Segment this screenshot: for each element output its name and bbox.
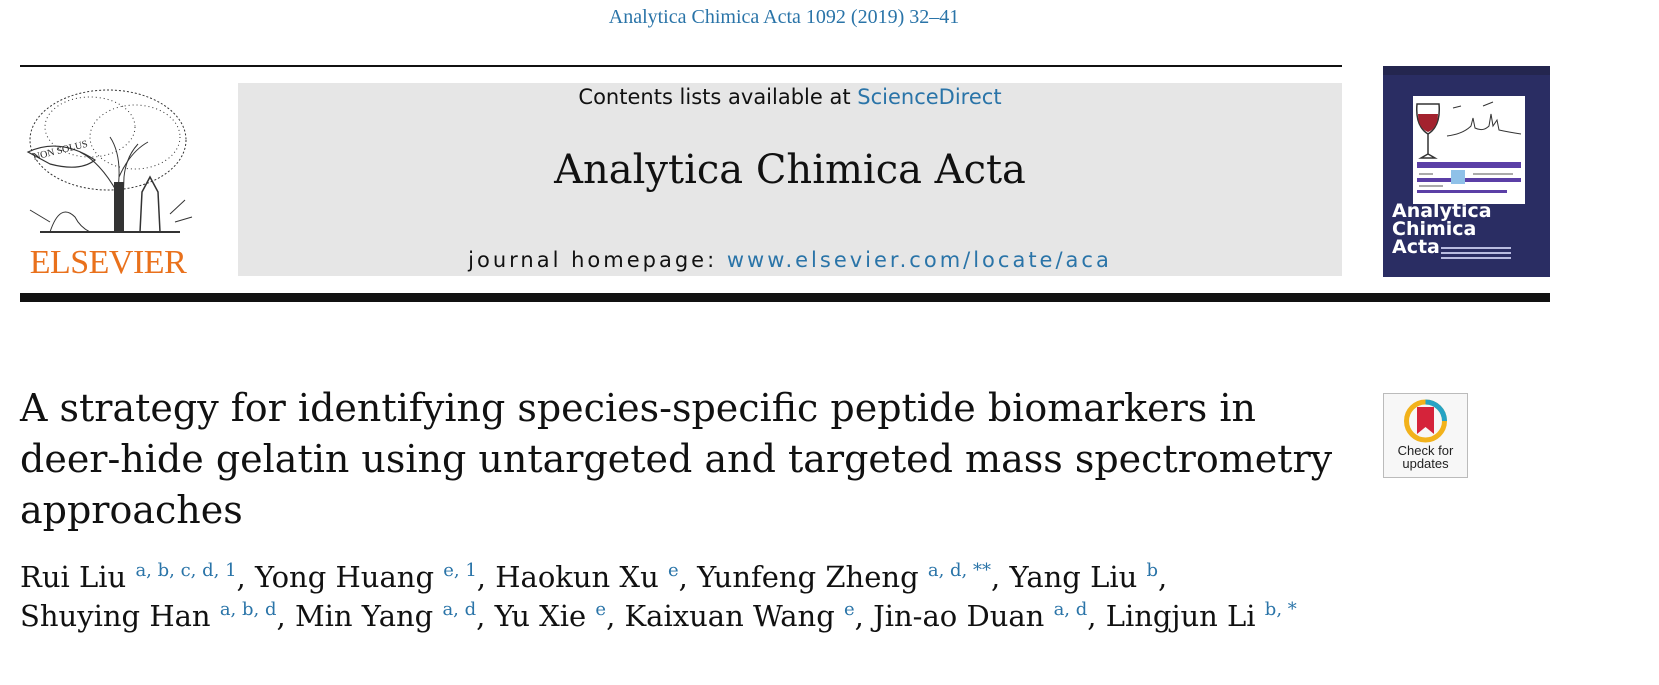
author-list: Rui Liu a, b, c, d, 1, Yong Huang e, 1, … (20, 558, 1370, 636)
author-name[interactable]: Yunfeng Zheng (697, 560, 919, 594)
cfu-line: updates (1402, 456, 1449, 471)
contents-prefix: Contents lists available at (578, 85, 858, 109)
citation-header[interactable]: Analytica Chimica Acta 1092 (2019) 32–41 (608, 6, 960, 28)
affiliation-ref[interactable]: b, * (1264, 599, 1297, 620)
cover-title: Analytica Chimica Acta (1392, 200, 1512, 258)
separator: , (276, 599, 295, 633)
author-name[interactable]: Rui Liu (20, 560, 127, 594)
author-name[interactable]: Yong Huang (254, 560, 435, 594)
author-line-2: Shuying Han a, b, d, Min Yang a, d, Yu X… (20, 597, 1370, 636)
author-name[interactable]: Lingjun Li (1105, 599, 1256, 633)
contents-line: Contents lists available at ScienceDirec… (238, 85, 1342, 109)
affiliation-ref[interactable]: a, d, ** (927, 560, 991, 581)
cover-title-line: Chimica (1392, 218, 1477, 240)
cover-small-print (1441, 244, 1511, 266)
journal-banner: Contents lists available at ScienceDirec… (238, 83, 1342, 276)
check-for-updates-label: Check for updates (1384, 444, 1467, 470)
cover-figure-icon (1415, 101, 1522, 193)
cover-title-line: Acta (1392, 236, 1440, 258)
cfu-line: Check for (1397, 443, 1454, 458)
author-name[interactable]: Jin-ao Duan (873, 599, 1045, 633)
author-name[interactable]: Min Yang (294, 599, 434, 633)
cover-title-line: Analytica (1392, 200, 1492, 222)
journal-title[interactable]: Analytica Chimica Acta (554, 147, 1026, 193)
affiliation-ref[interactable]: a, d (1053, 599, 1088, 620)
separator: , (476, 599, 495, 633)
journal-homepage-link[interactable]: www.elsevier.com/locate/aca (726, 248, 1112, 272)
journal-cover[interactable]: Analytica Chimica Acta (1383, 66, 1550, 277)
affiliation-ref[interactable]: a, d (442, 599, 477, 620)
author-name[interactable]: Yang Liu (1009, 560, 1138, 594)
sciencedirect-link[interactable]: ScienceDirect (857, 85, 1002, 109)
affiliation-ref[interactable]: a, b, c, d, 1 (135, 560, 237, 581)
affiliation-ref[interactable]: e (667, 560, 679, 581)
homepage-prefix: journal homepage: (468, 248, 727, 272)
author-line-1: Rui Liu a, b, c, d, 1, Yong Huang e, 1, … (20, 558, 1370, 597)
author-name[interactable]: Haokun Xu (495, 560, 659, 594)
cover-graphic (1413, 96, 1525, 204)
header-rule (20, 65, 1342, 67)
separator: , (476, 560, 496, 594)
separator: , (854, 599, 874, 633)
separator: , (678, 560, 698, 594)
logo-motto: NON SOLUS (32, 139, 89, 163)
affiliation-ref[interactable]: e (844, 599, 855, 620)
homepage-line: journal homepage: www.elsevier.com/locat… (238, 248, 1342, 272)
author-name[interactable]: Kaixuan Wang (624, 599, 835, 633)
author-name[interactable]: Shuying Han (20, 599, 211, 633)
publisher-logo[interactable]: NON SOLUS ELSEVIER (20, 82, 200, 281)
author-name[interactable]: Yu Xie (494, 599, 587, 633)
article-title: A strategy for identifying species-speci… (20, 386, 1333, 532)
separator: , (991, 560, 1010, 594)
publisher-name: ELSEVIER (29, 244, 187, 281)
journal-rule (20, 293, 1550, 302)
separator: , (1087, 599, 1106, 633)
separator: , (1158, 560, 1168, 594)
separator: , (236, 560, 255, 594)
affiliation-ref[interactable]: e, 1 (443, 560, 477, 581)
cover-top-band (1383, 66, 1550, 75)
affiliation-ref[interactable]: b (1146, 560, 1159, 581)
bookmark-ring-icon (1404, 399, 1447, 443)
tree-engraving-icon: NON SOLUS (26, 89, 193, 233)
separator: , (606, 599, 625, 633)
check-for-updates-button[interactable]: Check for updates (1383, 393, 1468, 478)
affiliation-ref[interactable]: a, b, d (219, 599, 277, 620)
affiliation-ref[interactable]: e (595, 599, 607, 620)
